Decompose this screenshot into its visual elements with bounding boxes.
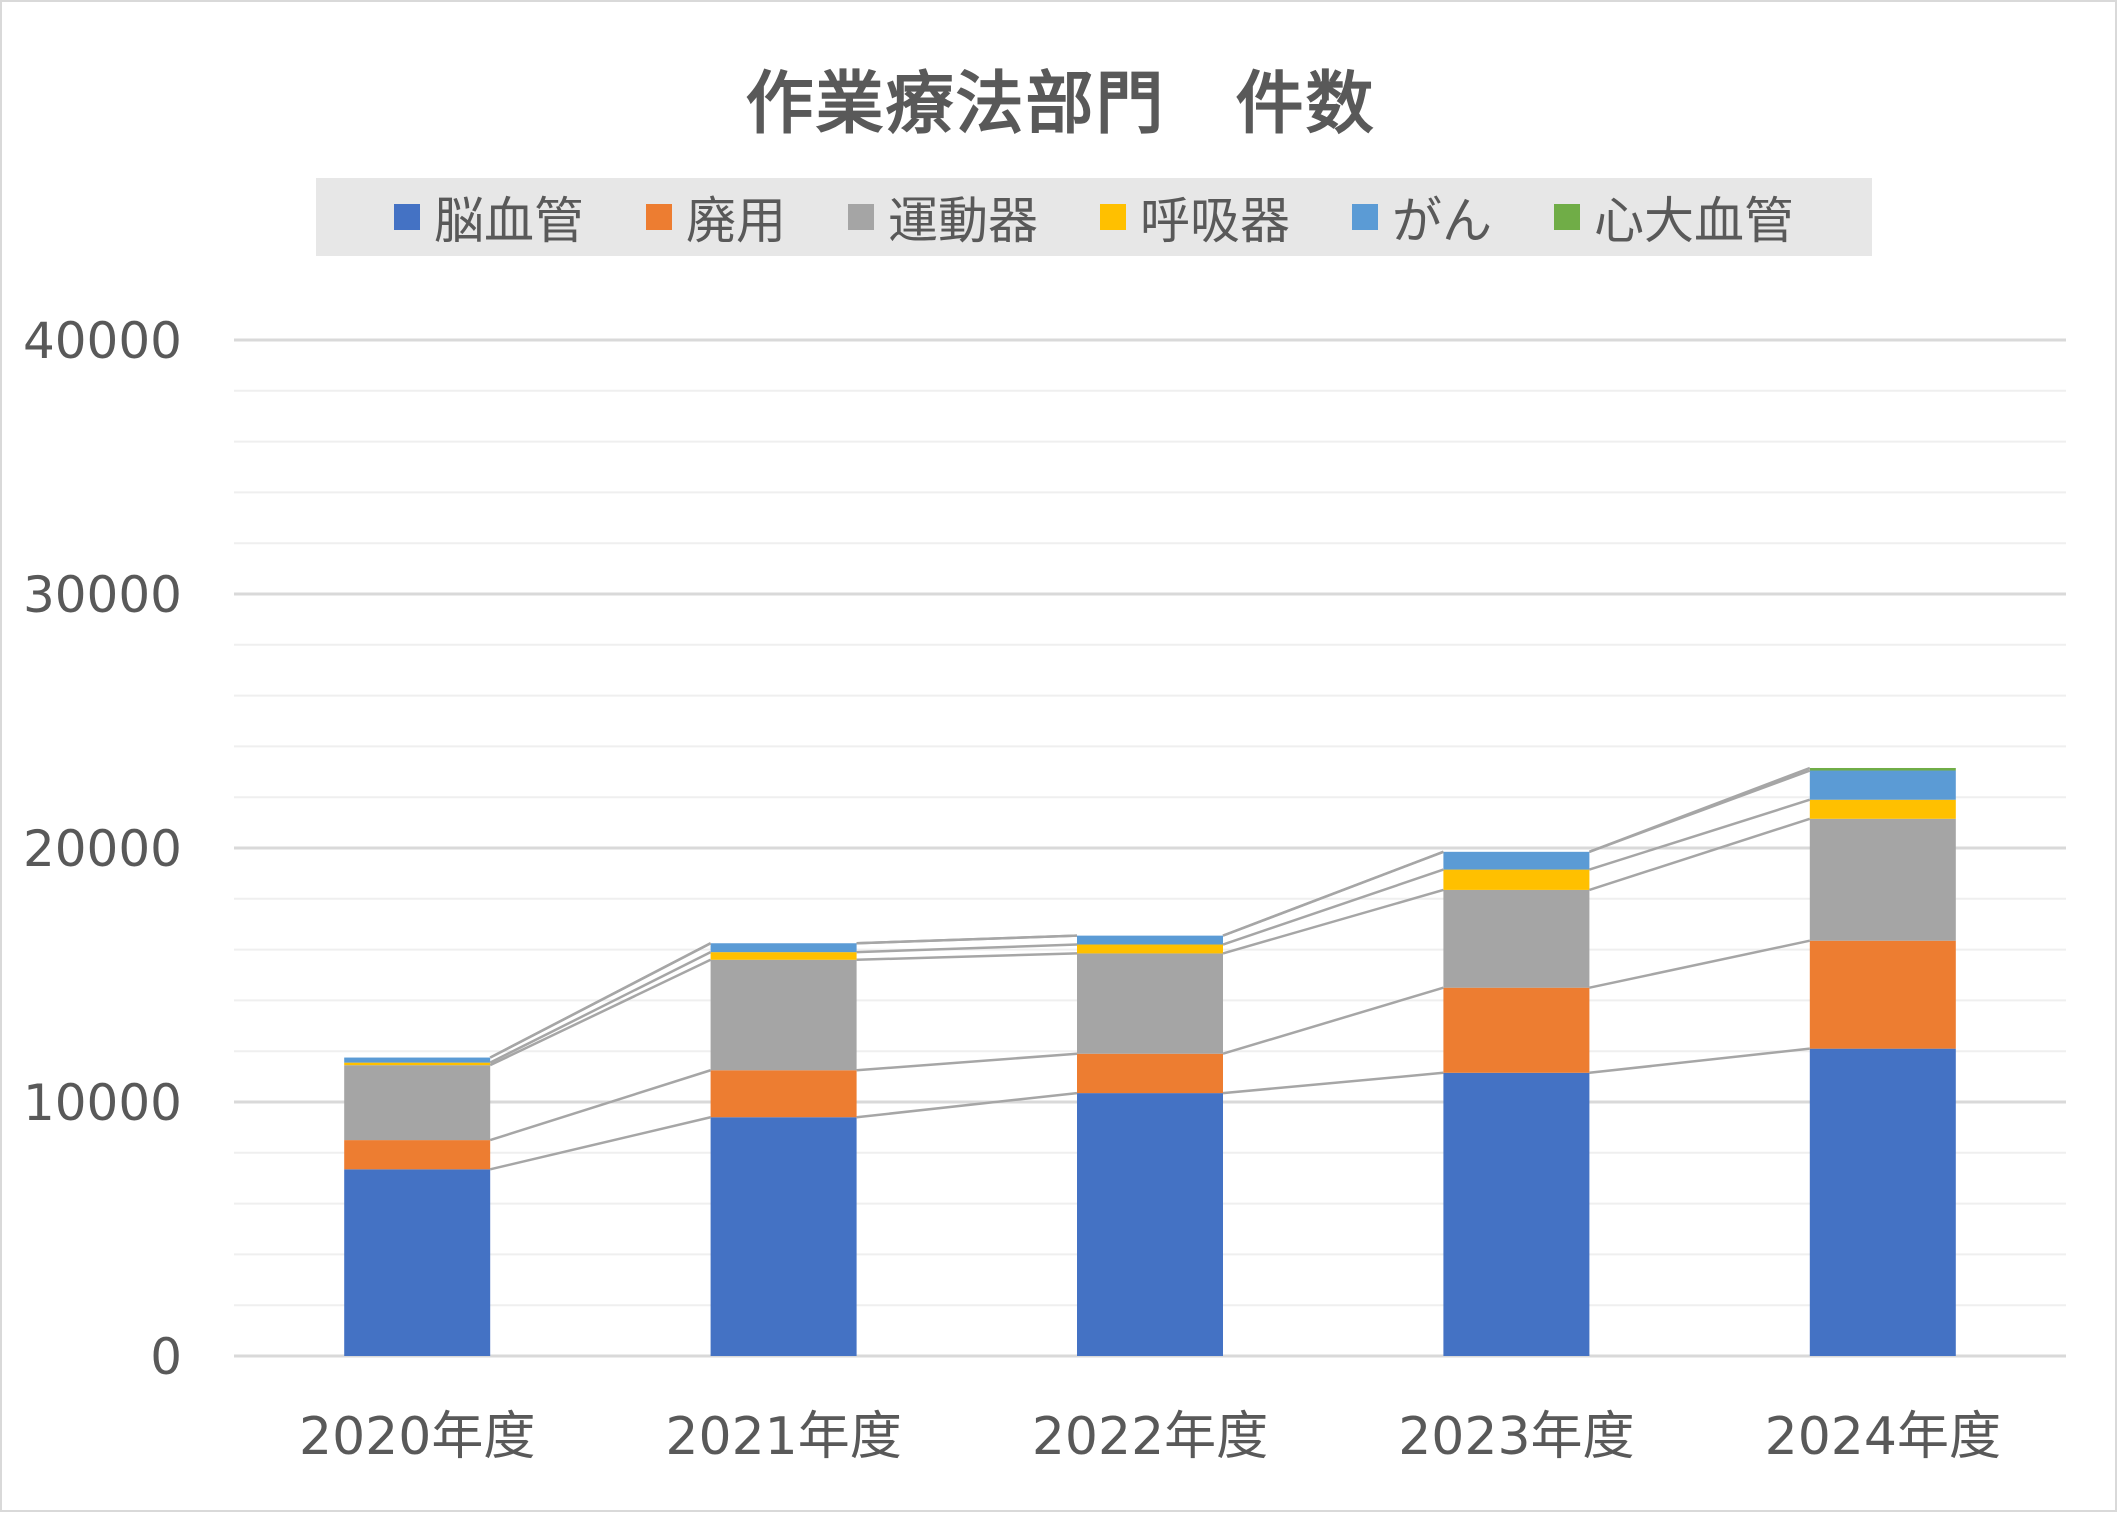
x-tick-label: 2024年度 [1765,1407,2001,1467]
bar-segment [1443,889,1590,988]
series-line [1589,798,1811,871]
bar-segment [344,1140,491,1170]
x-tick-label: 2021年度 [665,1407,901,1467]
bar-segment [1443,987,1590,1073]
bar-segment [1443,1072,1590,1356]
series-line [1222,1071,1444,1095]
series-line [489,1116,711,1171]
bar-segment [344,1062,491,1066]
chart-title: 作業療法部門 件数 [745,65,1376,144]
y-tick-label: 0 [150,1328,182,1386]
y-tick-label: 10000 [23,1074,182,1132]
y-tick-label: 20000 [23,820,182,878]
legend-label: がん [1392,192,1492,250]
legend-item: がん [1352,181,1492,253]
series-line [1588,766,1811,853]
legend-item: 脳血管 [394,181,584,253]
series-line [1589,1047,1810,1075]
legend-swatch [1554,204,1580,230]
series-line [489,942,712,1059]
bar-segment [1443,869,1590,890]
series-line [1222,986,1444,1055]
legend-label: 廃用 [686,192,786,250]
series-line [1589,939,1811,989]
legend-swatch [848,204,874,230]
series-line [856,943,1078,954]
bar-segment [1077,953,1223,1054]
x-tick-label: 2020年度 [299,1407,535,1467]
bar-segment [1809,799,1956,819]
bar-segment [1809,770,1956,800]
series-line [1222,888,1444,955]
legend-item: 運動器 [848,181,1038,253]
bar-segment [344,1057,491,1063]
bar-segment [710,959,857,1071]
series-line [856,934,1078,945]
series-line [856,952,1078,962]
legend: 脳血管 廃用 運動器 呼吸器 がん 心大血管 [316,178,1872,256]
bar-segment [710,1070,857,1118]
series-line [489,958,712,1067]
series-line [856,1052,1078,1072]
legend-label: 運動器 [888,192,1038,250]
bar-segment [1809,1048,1956,1356]
x-tick-label: 2022年度 [1032,1407,1268,1467]
series-line [1222,850,1444,937]
legend-swatch [646,204,672,230]
bar-segment [1077,1093,1223,1356]
series-line [856,1091,1078,1119]
x-tick-label: 2023年度 [1398,1407,1634,1467]
legend-label: 呼吸器 [1140,192,1290,250]
legend-swatch [1352,204,1378,230]
bar-segment [344,1169,491,1356]
bar-segment [1077,935,1223,945]
y-tick-label: 30000 [23,566,182,624]
series-line [489,1069,711,1142]
series-line [489,951,712,1064]
series-line [1589,817,1811,892]
legend-label: 脳血管 [434,192,584,250]
bar-segment [1809,767,1956,771]
legend-item: 呼吸器 [1100,181,1290,253]
bar-segment [344,1065,491,1141]
bar-segment [1809,940,1956,1049]
y-tick-label: 40000 [23,312,182,370]
legend-item: 廃用 [646,181,786,253]
legend-label: 心大血管 [1594,192,1794,250]
bar-segment [710,1117,857,1356]
bar-segment [1443,851,1590,870]
legend-item: 心大血管 [1554,181,1794,253]
series-line [1222,868,1444,946]
bar-segment [710,952,857,960]
bar-segment [1077,944,1223,954]
legend-swatch [394,204,420,230]
bar-segment [1077,1053,1223,1094]
bar-segment [710,943,857,953]
bar-segment [1809,818,1956,941]
legend-swatch [1100,204,1126,230]
